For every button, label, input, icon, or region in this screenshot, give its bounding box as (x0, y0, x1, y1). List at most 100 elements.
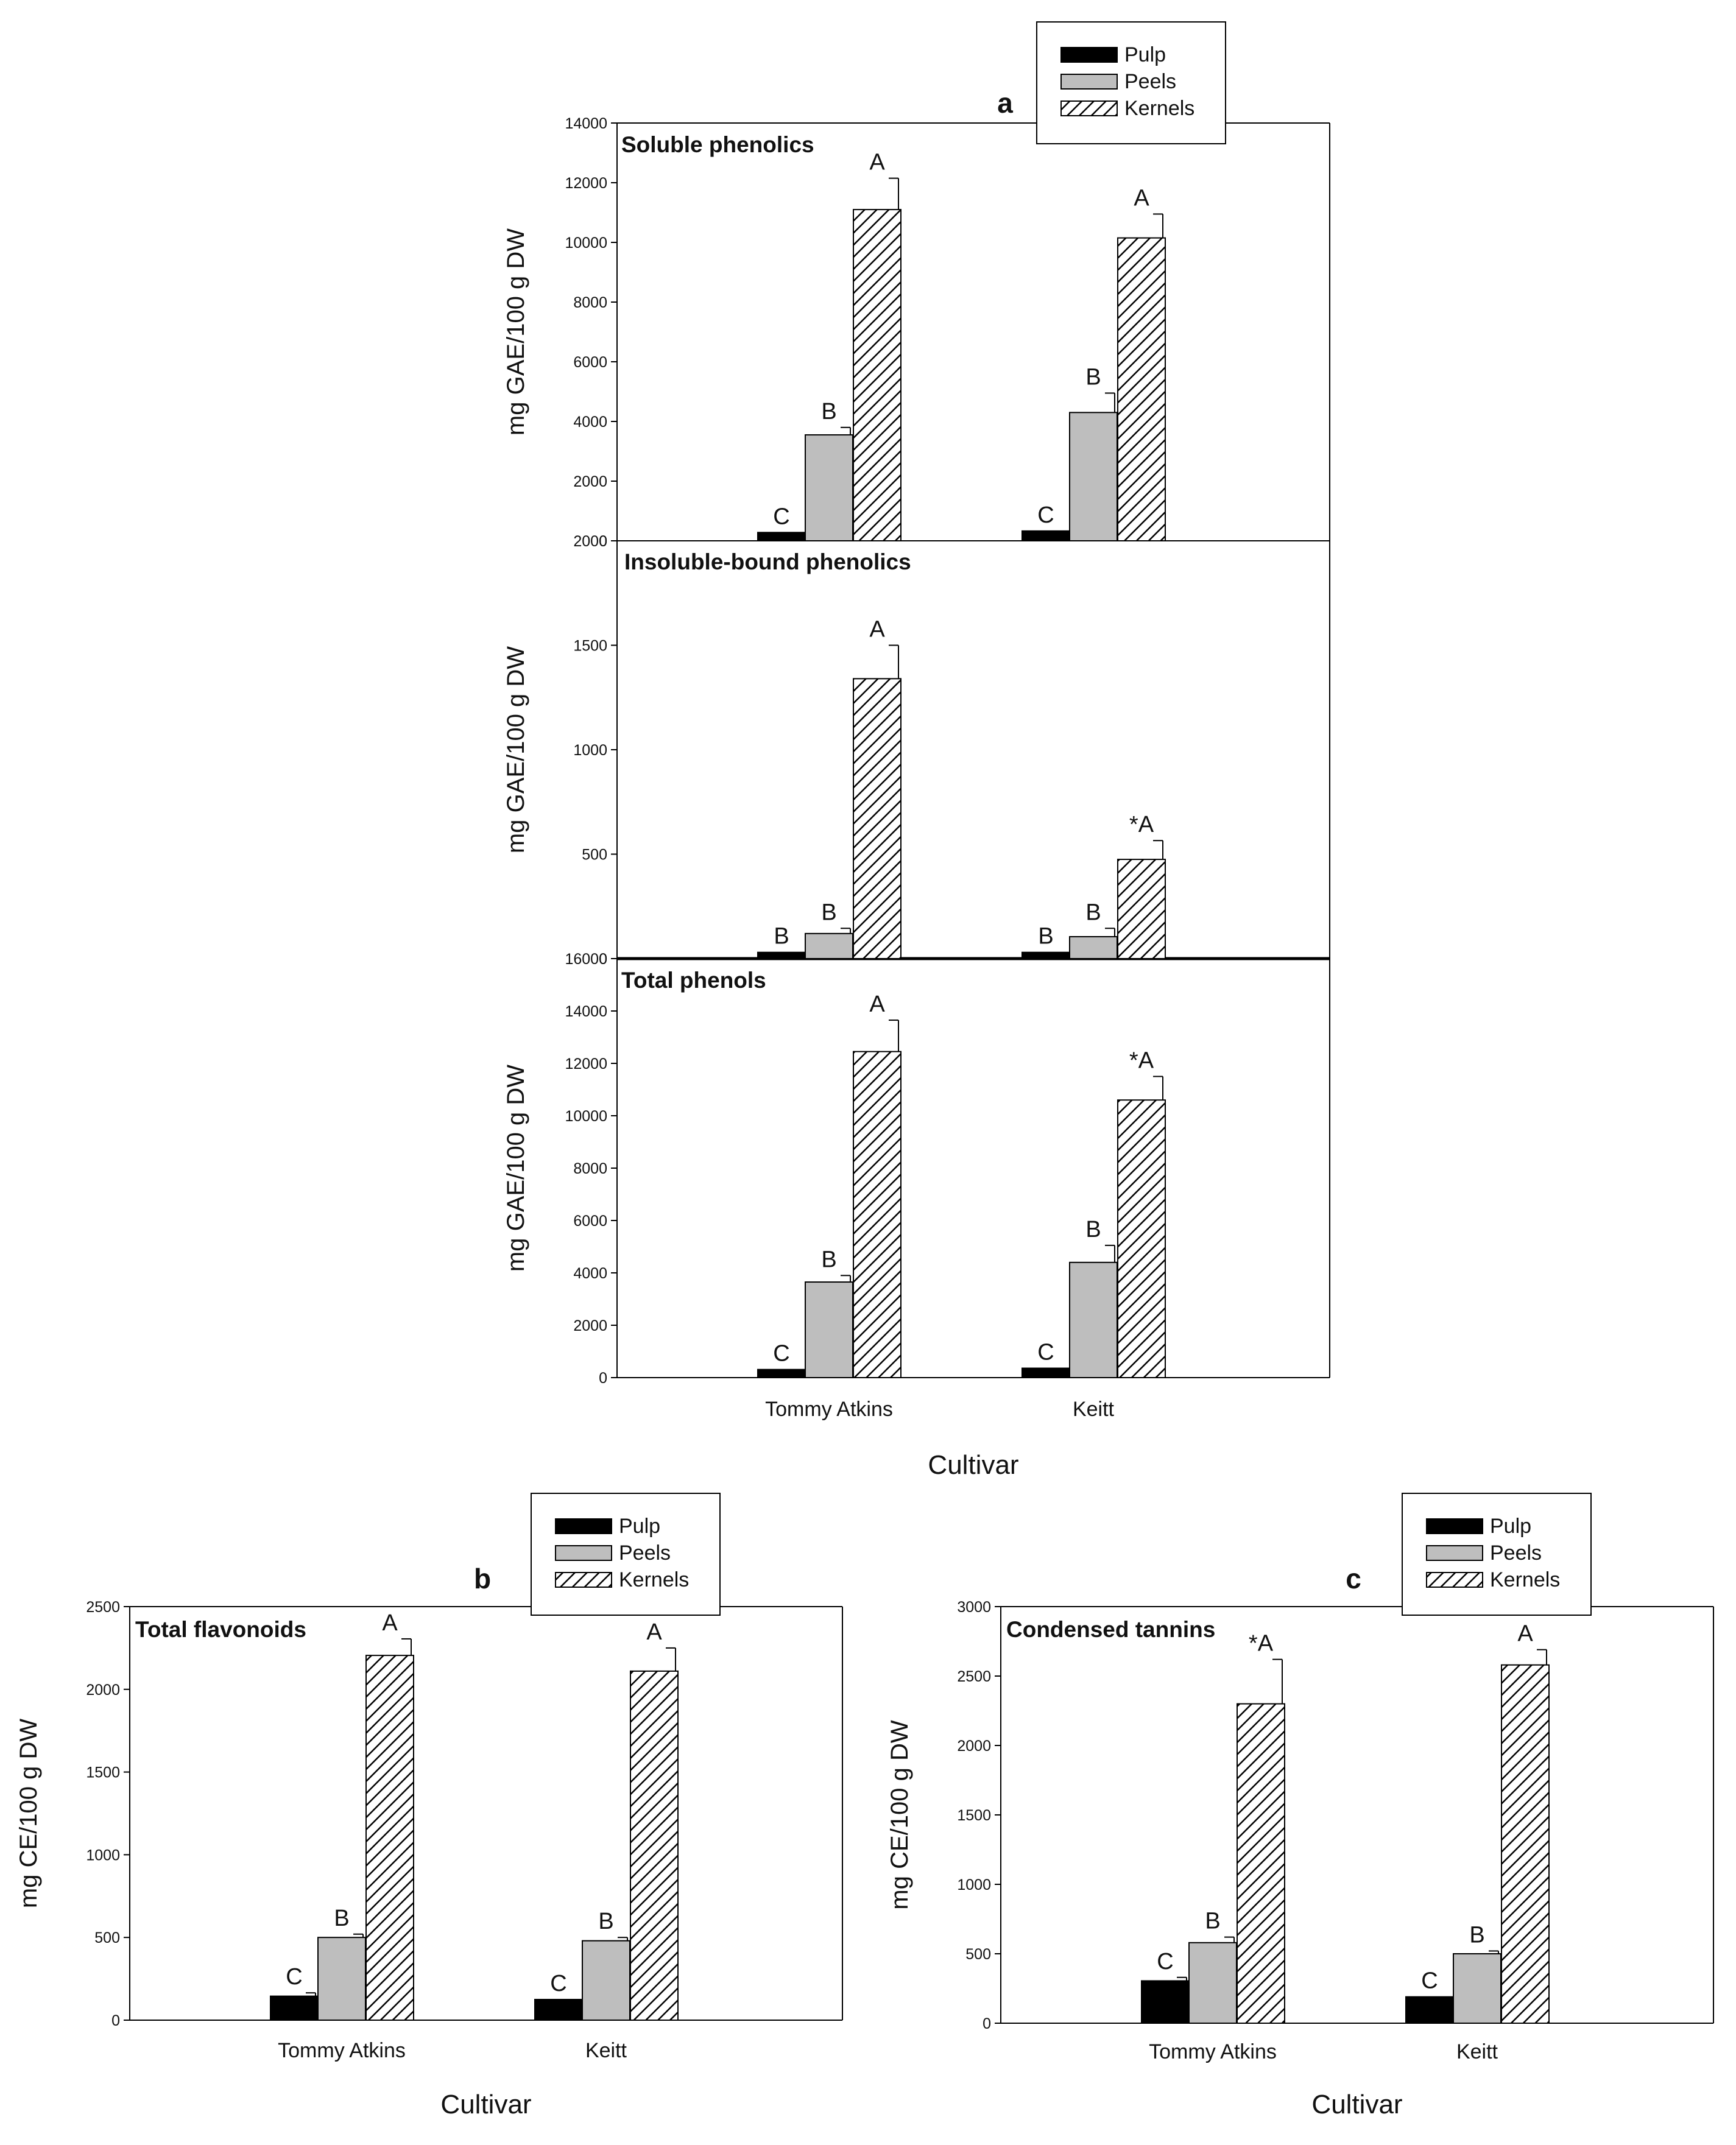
panel-letter: c (1346, 1563, 1361, 1594)
y-tick-label: 16000 (565, 951, 607, 968)
x-tick-label: Tommy Atkins (1149, 2040, 1277, 2063)
y-tick-label: 14000 (565, 115, 607, 132)
significance-label: B (1085, 900, 1101, 925)
bar-peels-tommy-atkins (1188, 1942, 1237, 2024)
significance-label: A (1517, 1621, 1533, 1647)
significance-label: C (773, 1341, 789, 1367)
x-axis-label: Cultivar (928, 1450, 1018, 1480)
bar-pulp-keitt (1405, 1996, 1454, 2024)
significance-label: *A (1129, 1048, 1154, 1074)
bar-pulp-tommy-atkins (757, 532, 806, 542)
y-tick-label: 2000 (86, 1682, 120, 1699)
legend-swatch-peels (555, 1545, 612, 1561)
significance-label: A (869, 617, 885, 643)
significance-label: B (821, 399, 836, 424)
legend-label-peels: Peels (1490, 1541, 1542, 1565)
y-tick-label: 2000 (573, 473, 607, 490)
y-tick-label: 2000 (573, 1317, 607, 1334)
bar-kernels-tommy-atkins (853, 1051, 902, 1378)
y-axis-label: mg CE/100 g DW (886, 1720, 913, 1909)
legend-label-kernels: Kernels (619, 1568, 689, 1591)
bar-kernels-keitt (630, 1670, 679, 2021)
y-tick-label: 0 (599, 1370, 607, 1387)
y-axis-label: mg GAE/100 g DW (503, 1065, 529, 1272)
y-tick-label: 1000 (957, 1876, 991, 1893)
legend-swatch-pulp (555, 1518, 612, 1534)
y-tick-label: 14000 (565, 1003, 607, 1020)
bar-peels-tommy-atkins (317, 1937, 366, 2021)
significance-label: B (821, 900, 836, 925)
y-axis-label: mg CE/100 g DW (15, 1719, 42, 1908)
legend-label-pulp: Pulp (1490, 1515, 1531, 1538)
panel-title: Condensed tannins (1006, 1617, 1215, 1642)
y-tick-label: 1500 (957, 1807, 991, 1824)
bar-kernels-tommy-atkins (853, 678, 902, 959)
y-tick-label: 1000 (86, 1847, 120, 1864)
y-tick-label: 0 (599, 951, 607, 968)
significance-label: B (821, 1247, 836, 1272)
y-tick-label: 3000 (957, 1599, 991, 1616)
y-tick-label: 12000 (565, 175, 607, 192)
bar-kernels-keitt (1501, 1664, 1550, 2024)
y-tick-label: 0 (983, 2015, 991, 2032)
legend-label-kernels: Kernels (1490, 1568, 1560, 1591)
bar-peels-keitt (1069, 935, 1118, 959)
y-tick-label: 0 (111, 2012, 120, 2029)
bar-peels-tommy-atkins (805, 1281, 853, 1379)
panel-title: Soluble phenolics (621, 132, 814, 157)
x-tick-label: Tommy Atkins (765, 1398, 893, 1421)
y-tick-label: 1000 (573, 742, 607, 759)
y-tick-label: 4000 (573, 414, 607, 431)
y-tick-label: 12000 (565, 1055, 607, 1072)
legend-label-peels: Peels (619, 1541, 671, 1565)
legend: Pulp Peels Kernels (531, 1493, 721, 1616)
y-tick-label: 8000 (573, 294, 607, 311)
legend-label-pulp: Pulp (619, 1515, 660, 1538)
significance-label: C (1037, 1340, 1054, 1365)
y-tick-label: 2500 (86, 1599, 120, 1616)
bar-kernels-tommy-atkins (1237, 1703, 1285, 2024)
legend-label-peels: Peels (1124, 70, 1176, 93)
legend-label-pulp: Pulp (1124, 43, 1166, 66)
y-tick-label: 2000 (573, 533, 607, 550)
legend-swatch-peels (1060, 74, 1118, 90)
significance-label: C (1037, 502, 1054, 528)
bar-pulp-tommy-atkins (270, 1995, 319, 2021)
legend-label-kernels: Kernels (1124, 97, 1194, 120)
panel-title: Insoluble-bound phenolics (624, 549, 911, 574)
y-tick-label: 8000 (573, 1160, 607, 1177)
significance-label: *A (1129, 812, 1154, 837)
y-tick-label: 1500 (573, 638, 607, 655)
bar-pulp-keitt (1021, 951, 1070, 959)
bar-kernels-keitt (1117, 1099, 1166, 1378)
significance-label: B (1469, 1922, 1484, 1948)
bar-peels-keitt (1069, 412, 1118, 541)
significance-label: B (1085, 1217, 1101, 1242)
significance-label: B (334, 1906, 349, 1931)
y-tick-label: 2000 (957, 1738, 991, 1755)
significance-label: C (1157, 1949, 1173, 1974)
significance-label: A (1134, 185, 1149, 211)
y-tick-label: 500 (582, 847, 607, 864)
bar-pulp-tommy-atkins (757, 1368, 806, 1378)
x-axis-label: Cultivar (440, 2090, 531, 2119)
x-tick-label: Keitt (1456, 2040, 1498, 2063)
significance-label: A (869, 150, 885, 175)
panel-title: Total phenols (621, 968, 766, 993)
legend: Pulp Peels Kernels (1036, 21, 1226, 144)
significance-label: B (598, 1909, 613, 1934)
bar-peels-keitt (1069, 1261, 1118, 1379)
significance-label: C (550, 1971, 566, 1996)
significance-label: A (646, 1619, 662, 1645)
x-tick-label: Keitt (1073, 1398, 1115, 1421)
significance-label: A (869, 991, 885, 1017)
legend-swatch-pulp (1426, 1518, 1483, 1534)
bar-kernels-tommy-atkins (853, 209, 902, 542)
bar-peels-tommy-atkins (805, 434, 853, 541)
legend-swatch-peels (1426, 1545, 1483, 1561)
y-axis-label: mg GAE/100 g DW (503, 228, 529, 435)
bar-pulp-tommy-atkins (757, 951, 806, 959)
bar-peels-tommy-atkins (805, 932, 853, 959)
y-tick-label: 500 (94, 1929, 120, 1946)
